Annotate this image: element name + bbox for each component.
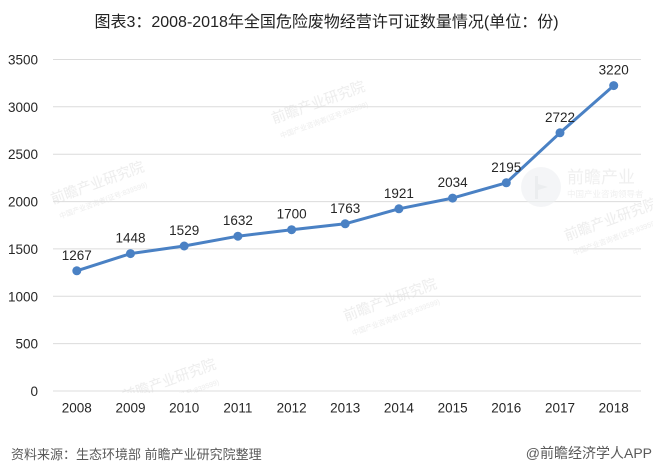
svg-text:1267: 1267 [62, 248, 92, 263]
svg-text:2000: 2000 [8, 195, 38, 210]
svg-text:1529: 1529 [169, 223, 199, 238]
svg-text:2034: 2034 [438, 175, 469, 190]
svg-text:1500: 1500 [8, 242, 38, 257]
svg-text:前瞻产业: 前瞻产业 [567, 168, 635, 187]
svg-text:1000: 1000 [8, 289, 38, 304]
svg-text:0: 0 [30, 384, 38, 399]
svg-text:2722: 2722 [545, 110, 575, 125]
svg-text:2011: 2011 [223, 401, 252, 416]
svg-text:2500: 2500 [8, 147, 38, 162]
svg-text:1448: 1448 [115, 231, 145, 246]
svg-text:2010: 2010 [169, 401, 199, 416]
svg-text:1632: 1632 [223, 213, 253, 228]
svg-text:2195: 2195 [491, 160, 521, 175]
svg-text:2013: 2013 [330, 401, 360, 416]
svg-text:1921: 1921 [384, 186, 414, 201]
svg-text:2016: 2016 [491, 401, 521, 416]
svg-text:1763: 1763 [330, 201, 360, 216]
svg-text:1700: 1700 [277, 207, 307, 222]
svg-text:2008: 2008 [62, 401, 92, 416]
svg-text:2015: 2015 [438, 401, 468, 416]
svg-text:中国产业咨询领导者: 中国产业咨询领导者 [567, 189, 644, 199]
svg-text:500: 500 [15, 337, 38, 352]
svg-text:3220: 3220 [599, 63, 629, 78]
svg-text:3000: 3000 [8, 100, 38, 115]
svg-text:2009: 2009 [115, 401, 145, 416]
svg-text:2014: 2014 [384, 401, 415, 416]
svg-text:2018: 2018 [599, 401, 629, 416]
svg-text:3500: 3500 [8, 53, 38, 68]
svg-text:2017: 2017 [545, 401, 575, 416]
svg-text:2012: 2012 [277, 401, 307, 416]
